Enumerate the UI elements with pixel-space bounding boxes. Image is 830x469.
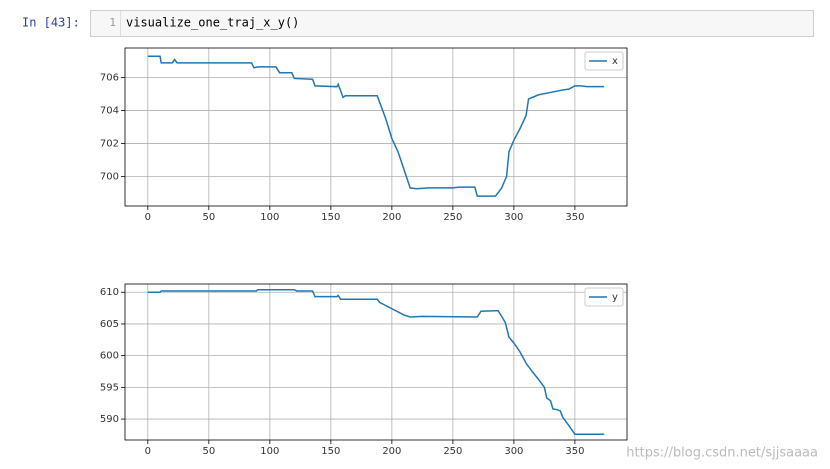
x-tick-label: 100: [260, 212, 279, 223]
y-tick-label: 704: [100, 106, 119, 117]
x-tick-label: 300: [504, 212, 523, 223]
data-line: [147, 55, 605, 197]
x-tick-label: 350: [565, 212, 584, 223]
x-tick-label: 250: [443, 446, 462, 457]
x-tick-label: 50: [202, 446, 215, 457]
y-tick-label: 702: [100, 138, 119, 149]
y-tick-label: 610: [100, 287, 119, 298]
legend-label: y: [612, 292, 618, 303]
plot-frame: [124, 47, 628, 207]
y-tick-label: 700: [100, 171, 119, 182]
y-tick-label: 605: [100, 319, 119, 330]
x-tick-label: 350: [565, 446, 584, 457]
data-line: [147, 288, 605, 436]
x-tick-label: 300: [504, 446, 523, 457]
x-tick-label: 200: [382, 446, 401, 457]
x-tick-label: 200: [382, 212, 401, 223]
line-number: 1: [109, 16, 116, 29]
x-tick-label: 50: [202, 212, 215, 223]
x-tick-label: 150: [321, 446, 340, 457]
input-area[interactable]: [90, 10, 814, 37]
x-tick-label: 0: [145, 446, 151, 457]
x-tick-label: 150: [321, 212, 340, 223]
x-tick-label: 0: [145, 212, 151, 223]
prompt: In [43]:: [22, 16, 80, 30]
y-tick-label: 600: [100, 351, 119, 362]
plot-frame: [124, 283, 628, 441]
legend-label: x: [612, 56, 618, 67]
code: visualize_one_traj_x_y(): [126, 16, 299, 30]
x-tick-label: 250: [443, 212, 462, 223]
x-tick-label: 100: [260, 446, 279, 457]
watermark: https://blog.csdn.net/sjjsaaaa: [626, 446, 818, 461]
y-tick-label: 706: [100, 73, 119, 84]
y-tick-label: 590: [100, 414, 119, 425]
y-tick-label: 595: [100, 382, 119, 393]
